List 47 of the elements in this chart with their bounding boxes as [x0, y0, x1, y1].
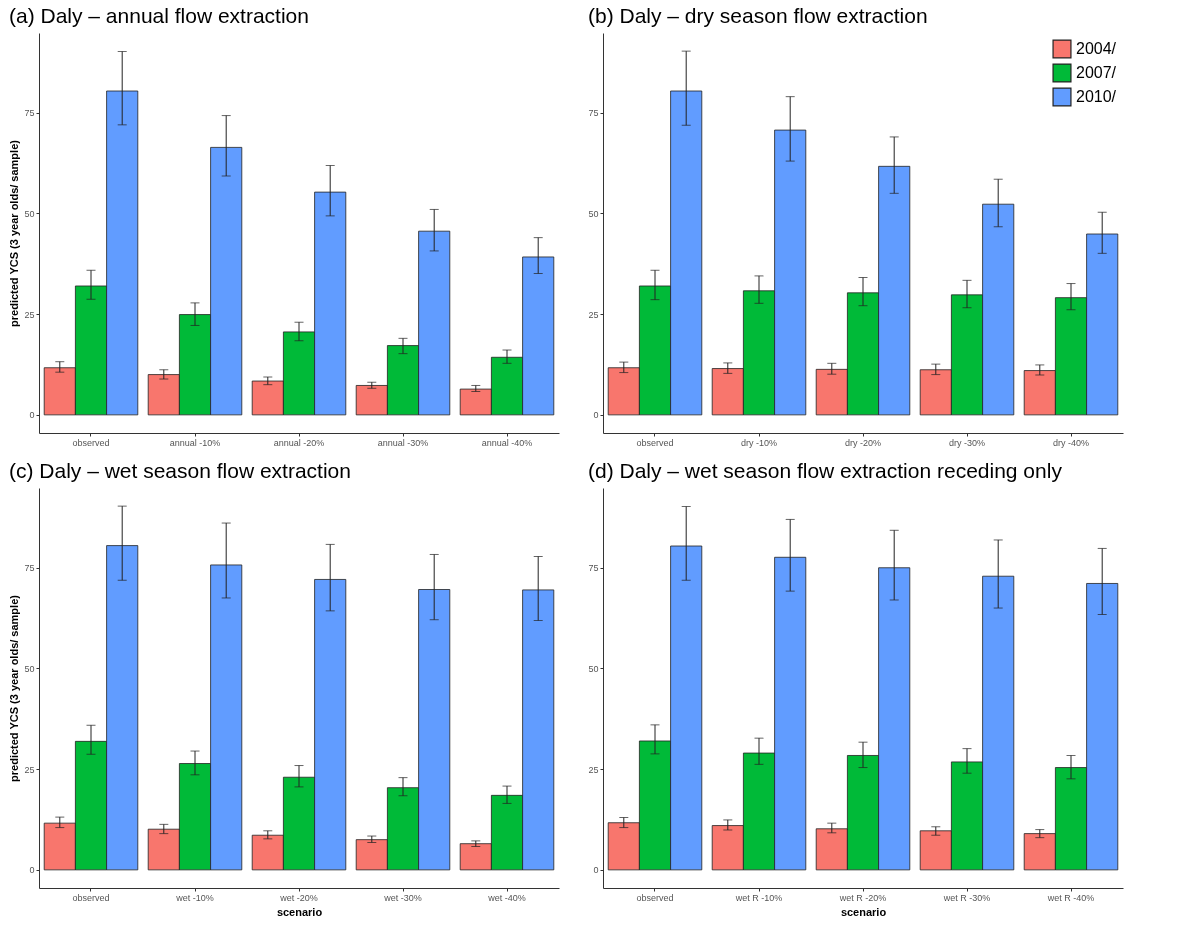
x-tick-label: wet -40% [487, 892, 526, 903]
chart-title: (a) Daly – annual flow extraction [8, 4, 309, 27]
chart-title: (c) Daly – wet season flow extraction [8, 459, 351, 482]
x-tick-label: wet -30% [383, 892, 422, 903]
chart-title: (b) Daly – dry season flow extraction [587, 4, 928, 27]
x-tick-label: dry -20% [844, 437, 882, 448]
y-tick-label: 50 [24, 208, 35, 219]
y-tick-label: 25 [24, 309, 35, 320]
x-tick-label: observed [636, 437, 674, 448]
x-tick-label: dry -40% [1052, 437, 1090, 448]
x-tick-label: annual -10% [169, 437, 221, 448]
legend-label: 2010/ [1076, 88, 1117, 105]
y-tick-label: 25 [24, 764, 35, 775]
y-tick-label: 0 [29, 410, 35, 421]
y-axis-title: predicted YCS (3 year olds/ sample) [8, 594, 21, 782]
y-tick-label: 75 [24, 108, 35, 119]
x-tick-label: annual -30% [377, 437, 429, 448]
x-tick-label: wet R -30% [942, 892, 991, 903]
x-tick-label: dry -10% [740, 437, 778, 448]
x-tick-label: wet R -20% [838, 892, 887, 903]
y-tick-label: 50 [24, 663, 35, 674]
x-tick-label: wet -10% [175, 892, 214, 903]
x-tick-label: observed [72, 437, 110, 448]
y-tick-label: 0 [593, 865, 599, 876]
y-tick-label: 25 [588, 764, 599, 775]
x-tick-label: dry -30% [948, 437, 986, 448]
x-axis-title: scenario [276, 905, 323, 918]
y-axis-title: predicted YCS (3 year olds/ sample) [8, 139, 21, 327]
x-tick-label: wet R -40% [1046, 892, 1095, 903]
x-tick-label: annual -20% [273, 437, 325, 448]
y-tick-label: 25 [588, 309, 599, 320]
x-tick-label: annual -40% [481, 437, 533, 448]
y-tick-label: 75 [588, 563, 599, 574]
y-tick-label: 75 [588, 108, 599, 119]
x-tick-label: wet -20% [279, 892, 318, 903]
x-tick-label: observed [636, 892, 674, 903]
x-tick-label: observed [72, 892, 110, 903]
chart-title: (d) Daly – wet season flow extraction receding only [587, 459, 1063, 482]
y-tick-label: 0 [593, 410, 599, 421]
x-tick-label: wet R -10% [734, 892, 783, 903]
x-axis-title: scenario [840, 905, 887, 918]
y-tick-label: 50 [588, 663, 599, 674]
y-tick-label: 75 [24, 563, 35, 574]
legend-label: 2004/ [1076, 40, 1117, 57]
y-tick-label: 0 [29, 865, 35, 876]
legend-label: 2007/ [1076, 64, 1117, 81]
y-tick-label: 50 [588, 208, 599, 219]
